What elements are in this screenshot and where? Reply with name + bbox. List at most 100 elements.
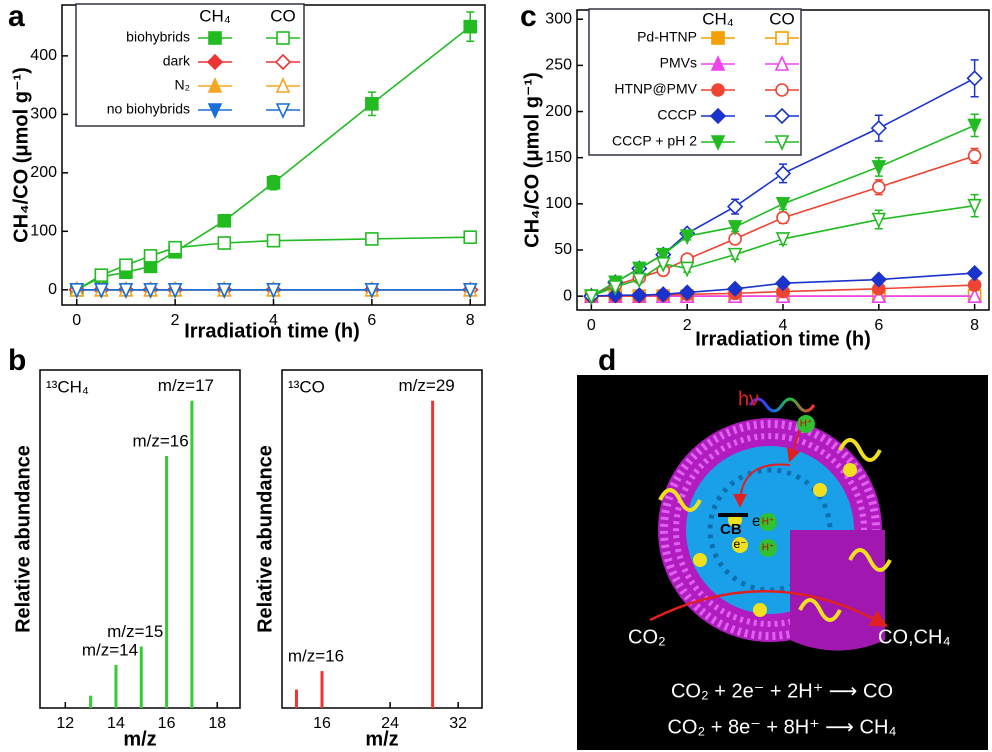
legend-marker [711,31,725,45]
panel-letter: c [520,0,537,33]
data-point [463,230,478,244]
data-point [631,287,648,304]
data-point [872,180,886,195]
panel-letter: b [8,344,26,377]
x-axis-label: Irradiation time (h) [184,320,360,342]
particle [753,603,767,617]
legend-marker [711,83,725,97]
data-point [966,70,983,87]
data-point [776,210,790,225]
y-tick-label: 200 [30,164,57,181]
legend-box [75,3,305,127]
legend-marker [207,77,223,93]
data-point [727,220,743,236]
data-point [871,212,887,229]
proton-label: H⁺ [762,543,775,554]
legend-label: N₂ [174,77,190,93]
legend-box [588,8,802,156]
y-tick-label: 400 [30,47,57,64]
proton-label: H⁺ [800,419,813,430]
x-tick-label: 2 [683,317,692,334]
data-point [119,258,133,273]
data-point [608,280,623,296]
data-point [143,282,158,299]
particle [693,553,707,567]
legend-header: CH₄ [702,9,734,28]
legend-marker [709,107,727,125]
x-tick-label: 12 [56,715,74,732]
x-tick-label: 4 [269,312,278,329]
data-point [462,282,478,299]
legend-marker [208,31,222,45]
data-point [679,261,695,278]
y-tick-label: 300 [30,106,57,123]
data-point [967,198,982,215]
x-tick-label: 14 [107,715,125,732]
x-tick-label: 2 [171,312,180,329]
data-point [966,264,983,282]
data-point [364,282,380,299]
legend-label: biohybrids [126,29,190,45]
band-label: CB [720,521,742,538]
y-tick-label: 300 [545,10,572,27]
data-point [365,232,379,246]
peak-label: m/z=29 [399,376,455,395]
data-point [632,261,647,278]
electron-label: e⁻ [733,537,746,551]
data-point [655,247,671,264]
data-point [168,240,182,255]
y-axis-label: CH₄/CO (μmol g⁻¹) [521,72,543,248]
x-axis-label: Irradiation time (h) [695,328,871,350]
legend-header: CH₄ [199,6,231,25]
y-tick-label: 0 [563,287,572,304]
data-point [871,287,887,303]
data-point [655,257,671,273]
y-axis-label: Relative abundance [254,445,276,633]
data-point [775,232,791,248]
data-point [726,280,744,297]
data-point [94,268,109,282]
products-label: CO,CH₄ [878,626,951,648]
x-tick-label: 6 [367,312,376,329]
y-tick-label: 150 [545,149,572,166]
data-point [967,118,982,135]
data-point [871,160,887,176]
data-point [727,247,743,264]
x-tick-label: 32 [449,715,467,732]
y-axis-label: CH₄/CO (μmol g⁻¹) [10,67,32,243]
data-point [679,229,695,246]
light-label: hν [738,388,759,410]
legend-marker [275,77,291,93]
data-point [584,289,599,306]
legend-label: PMVs [660,55,697,71]
plot-frame [281,369,483,709]
x-tick-label: 16 [313,715,331,732]
x-tick-label: 6 [874,317,883,334]
data-point [774,275,792,292]
data-point [217,282,232,299]
legend-marker [774,135,790,151]
cutaway [790,530,885,651]
x-tick-label: 24 [381,715,399,732]
legend-marker [207,103,223,119]
y-tick-label: 0 [48,281,57,298]
x-axis-label: m/z [123,728,156,750]
data-point [266,233,281,248]
data-point [94,282,109,299]
x-axis-label: m/z [365,728,398,750]
data-point [69,282,85,299]
x-tick-label: 18 [208,715,226,732]
legend-marker [206,53,224,71]
proton-label: H⁺ [762,517,775,528]
peak-label: m/z=16 [288,647,344,666]
x-tick-label: 8 [970,317,979,334]
light-wave [748,397,816,413]
data-point [967,287,982,303]
data-point [217,236,232,250]
peak-label: m/z=16 [132,432,188,451]
panel-letter: a [8,0,25,33]
y-tick-label: 200 [545,103,572,120]
data-point [266,282,281,299]
spectrum-label: ¹³CH₄ [46,377,89,396]
